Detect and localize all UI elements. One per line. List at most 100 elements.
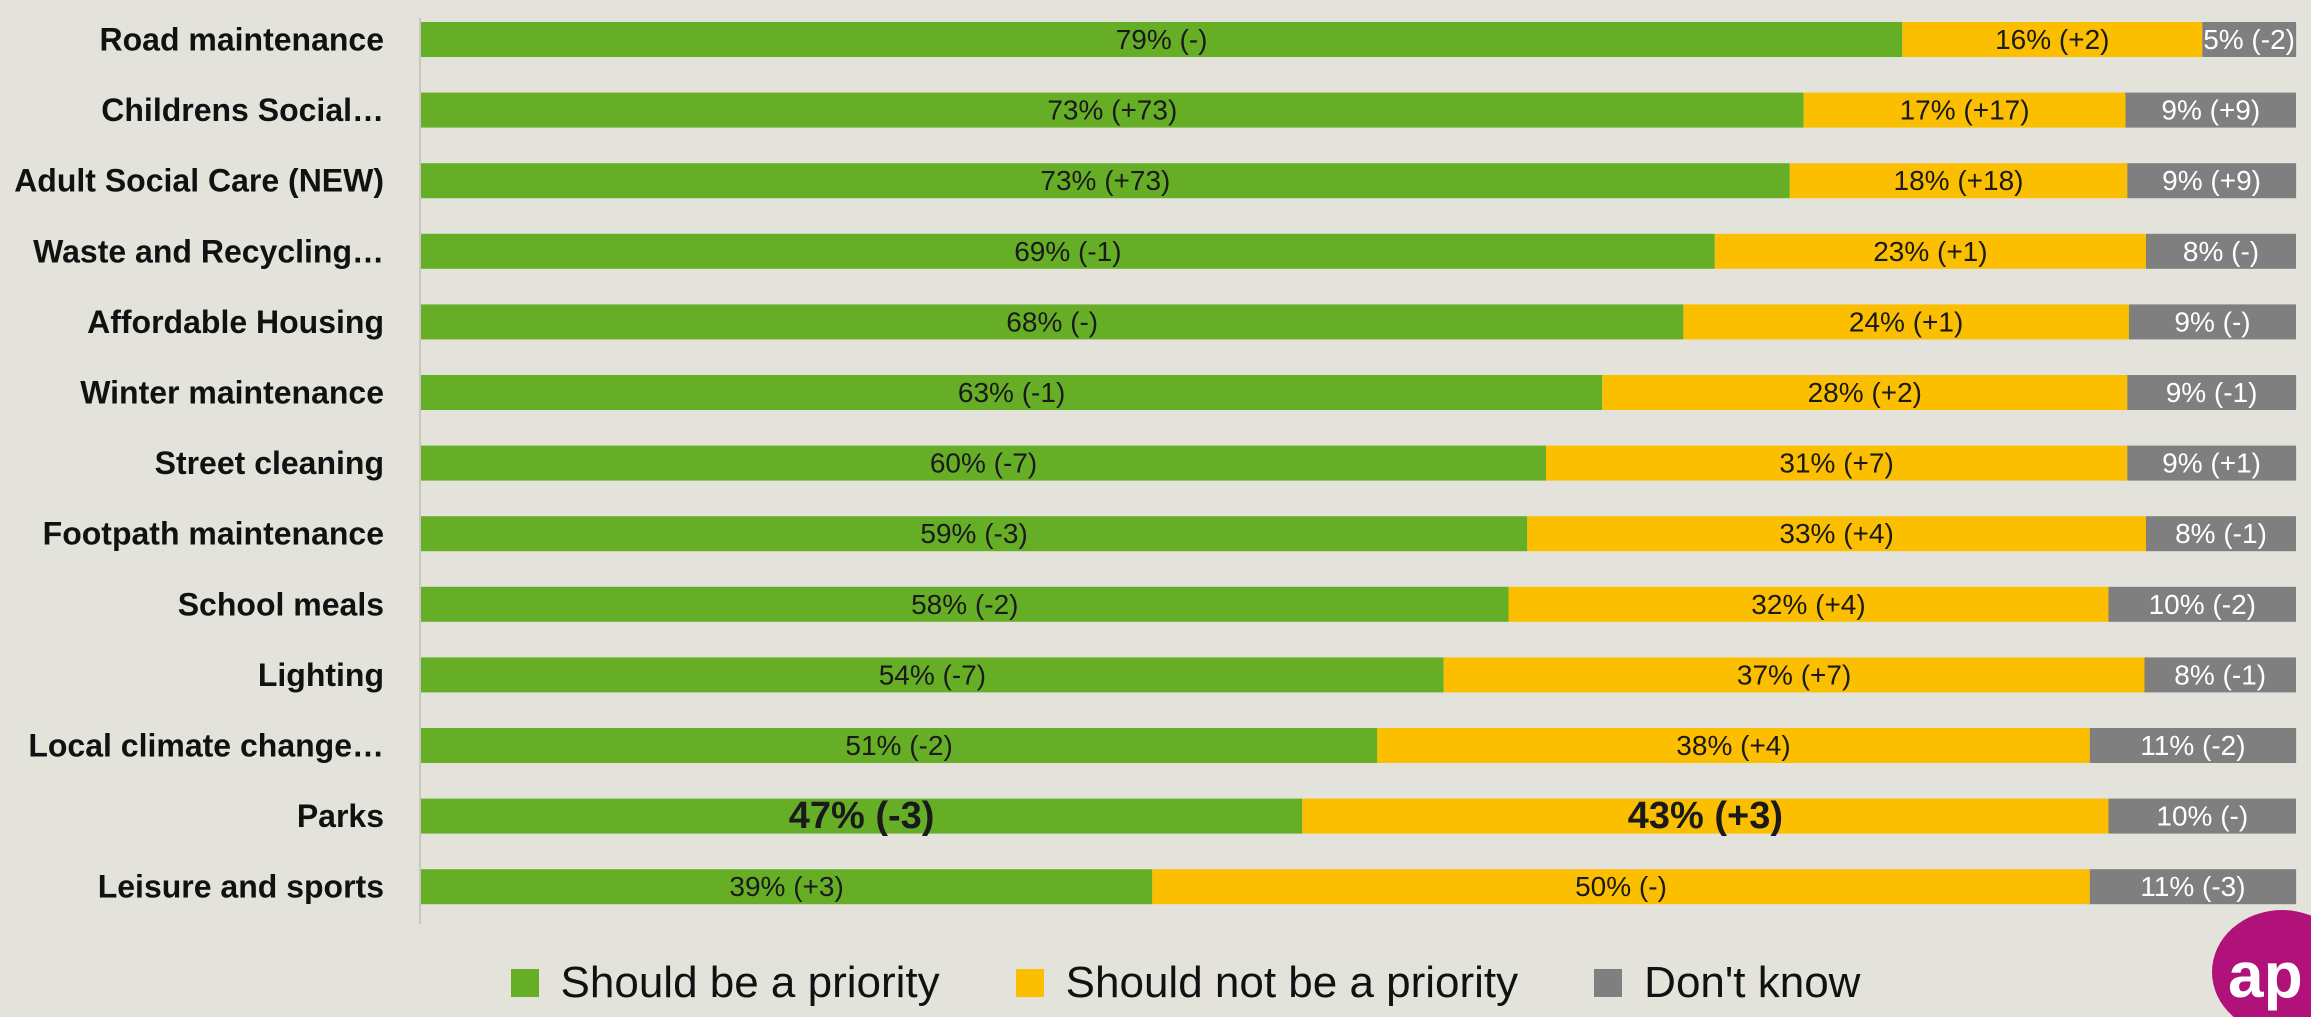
category-label: Winter maintenance xyxy=(80,375,384,411)
bar-segment xyxy=(1803,92,2126,128)
data-label: 24% (+1) xyxy=(1849,306,1963,337)
bar-segment xyxy=(2089,728,2297,763)
bar-segment xyxy=(1546,445,2128,481)
bar-segment xyxy=(421,728,1378,763)
data-label: 39% (+3) xyxy=(729,871,843,902)
bar-segment xyxy=(1302,798,2109,834)
bar-segment xyxy=(2146,516,2296,552)
data-label: 18% (+18) xyxy=(1894,165,2024,196)
category-label: Street cleaning xyxy=(155,445,384,481)
legend-item: Don't know xyxy=(1594,958,1860,1008)
bar-segment xyxy=(421,586,1509,622)
bar-segment xyxy=(1443,657,2145,693)
legend-label: Should not be a priority xyxy=(1065,958,1519,1007)
data-label: 58% (-2) xyxy=(911,589,1018,620)
data-label: 73% (+73) xyxy=(1047,95,1177,126)
category-label: Lighting xyxy=(258,657,384,693)
legend-swatch xyxy=(1594,969,1623,997)
data-label: 11% (-2) xyxy=(2140,730,2245,761)
data-label: 33% (+4) xyxy=(1779,518,1893,549)
bar-segment xyxy=(2144,657,2296,693)
legend: Should be a priority Should not be a prio… xyxy=(0,955,2311,1011)
data-label: 8% (-1) xyxy=(2175,518,2267,549)
bar-segment xyxy=(421,375,1603,410)
data-label: 9% (+1) xyxy=(2162,448,2261,479)
bar-segment xyxy=(2089,869,2297,905)
data-label: 9% (-1) xyxy=(2166,377,2258,408)
data-label: 50% (-) xyxy=(1575,871,1667,902)
data-label: 8% (-) xyxy=(2183,236,2259,267)
data-label: 5% (-2) xyxy=(2203,24,2295,55)
data-label: 17% (+17) xyxy=(1900,95,2030,126)
bar-segment xyxy=(2128,304,2296,340)
data-label: 79% (-) xyxy=(1116,24,1208,55)
legend-item: Should be a priority xyxy=(510,958,940,1008)
category-label: Leisure and sports xyxy=(98,869,384,905)
bar-segment xyxy=(421,304,1684,340)
data-label: 32% (+4) xyxy=(1751,589,1865,620)
bar-segment xyxy=(2108,798,2296,834)
bar-segment xyxy=(2127,375,2297,410)
data-label: 60% (-7) xyxy=(930,448,1037,479)
data-label: 37% (+7) xyxy=(1737,659,1851,690)
bar-segment xyxy=(421,22,1903,57)
data-label: 10% (-2) xyxy=(2149,589,2256,620)
bar-segment xyxy=(2146,233,2296,269)
data-label: 10% (-) xyxy=(2156,801,2248,832)
bar-segment xyxy=(2127,163,2297,199)
bar-segment xyxy=(1527,516,2147,552)
category-label: Childrens Social… xyxy=(101,92,384,128)
data-label: 16% (+2) xyxy=(1995,24,2109,55)
category-label: Road maintenance xyxy=(99,22,384,58)
stacked-bar-chart: 79% (-) 16% (+2) 5% (-2) 73% (+73) 17% (+17)… xyxy=(14,18,2297,924)
data-label: 9% (+9) xyxy=(2161,95,2260,126)
bar-segment xyxy=(421,163,1790,199)
category-label: Local climate change… xyxy=(28,728,384,764)
legend-label: Don't know xyxy=(1644,958,1861,1007)
data-label: 9% (+9) xyxy=(2162,165,2261,196)
bars-layer: 79% (-) 16% (+2) 5% (-2) 73% (+73) 17% (+17)… xyxy=(421,22,2297,905)
category-label: Affordable Housing xyxy=(87,304,384,340)
category-label: Footpath maintenance xyxy=(43,516,384,552)
bar-segment xyxy=(2125,92,2296,128)
svg-text:ap: ap xyxy=(2228,939,2303,1011)
data-label: 47% (-3) xyxy=(789,795,935,837)
data-label: 59% (-3) xyxy=(920,518,1027,549)
bar-segment xyxy=(421,445,1546,481)
data-label: 63% (-1) xyxy=(958,377,1065,408)
bar-segment xyxy=(1902,22,2203,57)
data-label: 31% (+7) xyxy=(1779,448,1893,479)
category-label: Waste and Recycling… xyxy=(33,233,384,269)
bar-segment xyxy=(2108,586,2296,622)
bar-segment xyxy=(1377,728,2090,763)
legend-swatch xyxy=(510,969,539,997)
bar-segment xyxy=(421,798,1303,834)
bar-segment xyxy=(1714,233,2147,269)
bar-segment xyxy=(421,92,1804,128)
bar-segment xyxy=(2127,445,2297,481)
data-label: 9% (-) xyxy=(2174,306,2250,337)
bar-segment xyxy=(1152,869,2090,905)
bar-segment xyxy=(1789,163,2128,199)
data-label: 23% (+1) xyxy=(1873,236,1987,267)
brand-logo: ap xyxy=(2212,910,2311,1017)
category-label: Adult Social Care (NEW) xyxy=(14,163,384,199)
data-label: 68% (-) xyxy=(1006,306,1098,337)
data-label: 43% (+3) xyxy=(1628,795,1783,837)
legend-swatch xyxy=(1015,969,1044,997)
bar-segment xyxy=(421,657,1444,693)
data-label: 51% (-2) xyxy=(845,730,952,761)
bar-segment xyxy=(2202,22,2297,57)
bar-segment xyxy=(1602,375,2128,410)
bar-segment xyxy=(1683,304,2129,340)
bar-segment xyxy=(421,516,1528,552)
data-label: 73% (+73) xyxy=(1040,165,1170,196)
data-label: 8% (-1) xyxy=(2174,659,2266,690)
data-label: 11% (-3) xyxy=(2140,871,2245,902)
legend-item: Should not be a priority xyxy=(1015,958,1519,1008)
data-label: 28% (+2) xyxy=(1808,377,1922,408)
data-label: 54% (-7) xyxy=(879,659,986,690)
bar-segment xyxy=(421,233,1715,269)
data-label: 38% (+4) xyxy=(1676,730,1790,761)
category-label: School meals xyxy=(178,586,384,622)
